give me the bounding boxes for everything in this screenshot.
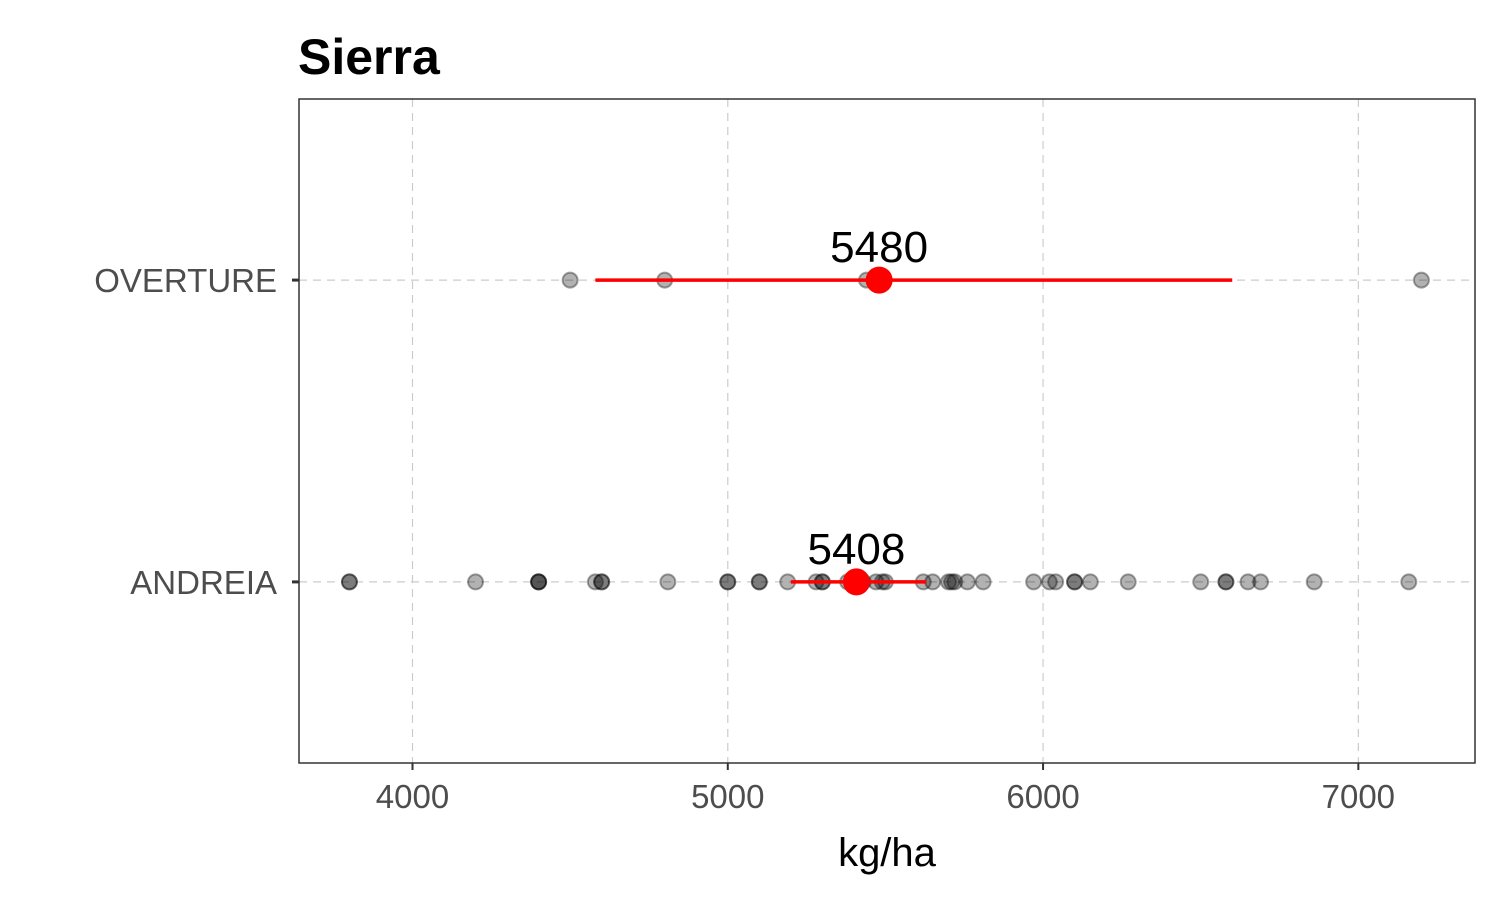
data-point [943, 573, 961, 591]
data-point [340, 573, 358, 591]
panel-border [298, 98, 1476, 764]
data-point [939, 573, 957, 591]
data-point [467, 573, 485, 591]
data-point [530, 573, 548, 591]
data-point [958, 573, 976, 591]
data-point [719, 573, 737, 591]
data-point [1119, 573, 1137, 591]
data-point [530, 573, 548, 591]
mean-point [842, 568, 870, 596]
axes: 4000 5000 6000 7000 ANDREIA OVERTURE [94, 262, 1395, 815]
data-point [1192, 573, 1210, 591]
data-point [1412, 271, 1430, 289]
data-point [924, 573, 942, 591]
data-point [593, 573, 611, 591]
data-point [1400, 573, 1418, 591]
data-point [946, 573, 964, 591]
data-point [1305, 573, 1323, 591]
x-tick-label: 5000 [691, 778, 764, 815]
data-point [340, 573, 358, 591]
data-point [1217, 573, 1235, 591]
mean-point [865, 266, 893, 294]
mean-label: 5480 [830, 223, 928, 272]
data-point [1239, 573, 1257, 591]
data-point [530, 573, 548, 591]
data-point [750, 573, 768, 591]
data-point [1252, 573, 1270, 591]
data-point [659, 573, 677, 591]
data-point [750, 573, 768, 591]
data-point [1040, 573, 1058, 591]
data-point [586, 573, 604, 591]
mean-label: 5408 [807, 525, 905, 574]
x-axis-title: kg/ha [838, 831, 937, 875]
x-tick-label: 7000 [1322, 778, 1395, 815]
data-point [974, 573, 992, 591]
data-point [561, 271, 579, 289]
y-tick-label: OVERTURE [94, 262, 277, 299]
summary-marks: 5480 5408 [595, 223, 1233, 596]
data-point [719, 573, 737, 591]
data-point [1025, 573, 1043, 591]
data-point [593, 573, 611, 591]
data-points [340, 271, 1430, 591]
data-point [1066, 573, 1084, 591]
x-tick-label: 4000 [376, 778, 449, 815]
data-point [1047, 573, 1065, 591]
grid [299, 99, 1475, 763]
data-point [1217, 573, 1235, 591]
data-point [1081, 573, 1099, 591]
x-tick-label: 6000 [1006, 778, 1079, 815]
data-point [1066, 573, 1084, 591]
y-tick-label: ANDREIA [130, 564, 277, 601]
chart-title: Sierra [298, 29, 441, 85]
